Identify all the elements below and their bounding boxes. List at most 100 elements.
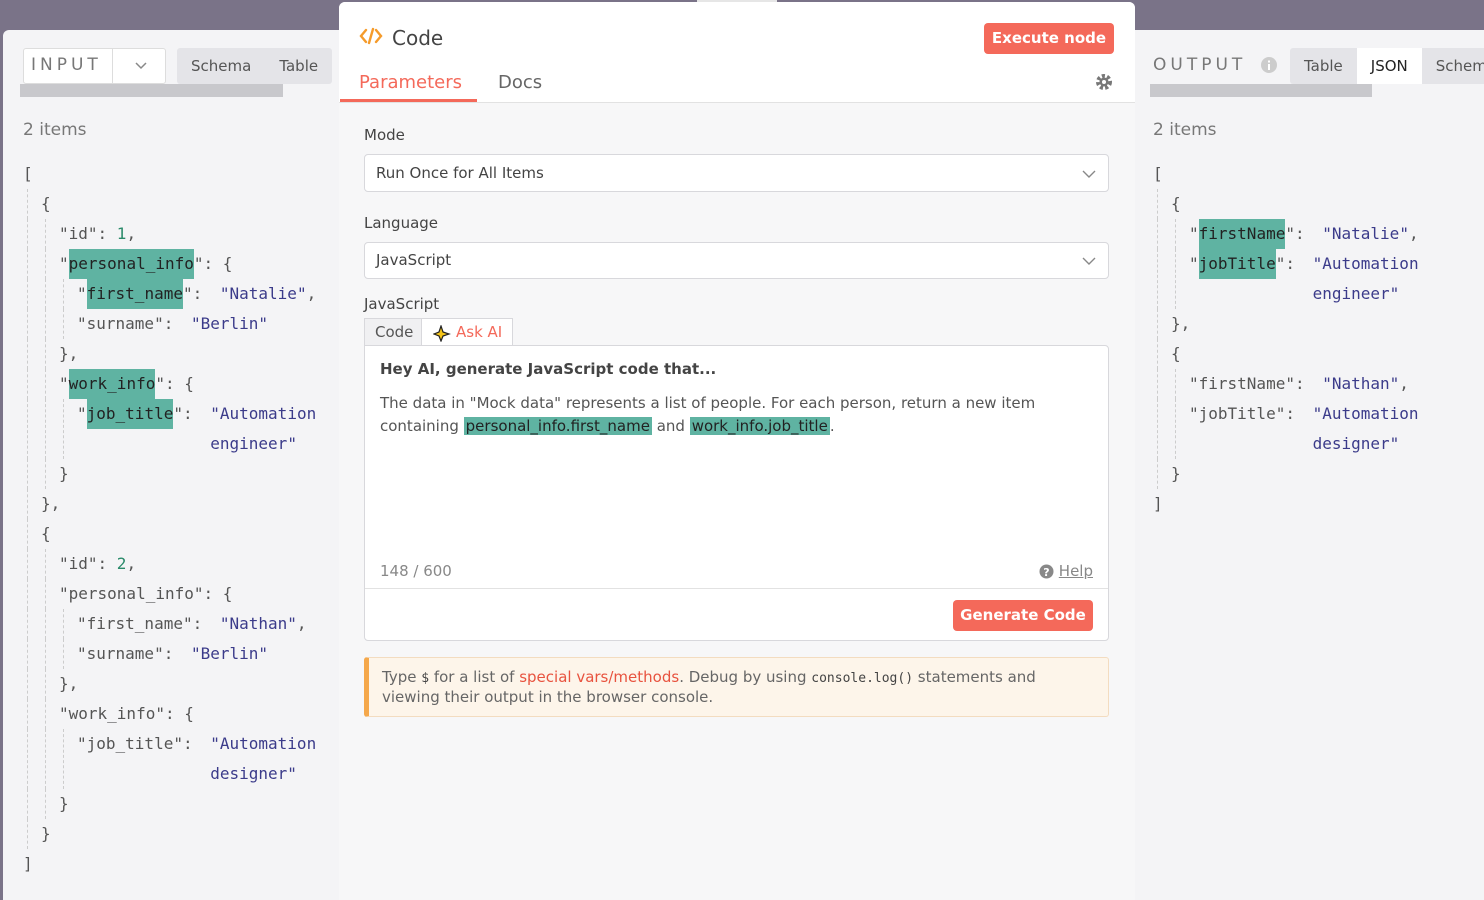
text: "firstName": (1189, 374, 1315, 393)
text: statements and viewing their output in t… (382, 668, 1036, 706)
token: "Natalie" (219, 284, 307, 303)
tab[interactable]: Schema (1435, 57, 1484, 75)
text: "surname": (77, 314, 183, 333)
scrollbar[interactable] (20, 84, 283, 97)
field-label: JavaScript (364, 295, 440, 313)
generate-button[interactable]: Generate Code (953, 600, 1093, 631)
token: "Nathan" (219, 614, 297, 633)
svg-text:?: ? (1043, 566, 1049, 579)
panel-tab[interactable]: Docs (498, 72, 543, 93)
text: } (1171, 464, 1181, 483)
json-line: { (23, 189, 333, 219)
scrollbar[interactable] (1150, 84, 1372, 97)
indent-guide (27, 459, 28, 489)
indent-guide (1175, 369, 1176, 399)
divider (365, 588, 1108, 589)
item-count: 2 items (23, 120, 87, 140)
prompt-text[interactable]: The data in "Mock data" represents a lis… (380, 392, 1080, 438)
field-label: Language (364, 214, 439, 232)
token: "Automation designer" (1312, 404, 1429, 453)
prompt-heading: Hey AI, generate JavaScript code that... (380, 360, 717, 378)
text: "jobTitle": (1189, 404, 1305, 423)
tab[interactable]: Schema (191, 57, 252, 75)
json-line: "job_title": "Automation designer" (23, 729, 333, 789)
text: ": { (155, 374, 194, 393)
drag-handle[interactable] (697, 0, 777, 3)
json-line: "id": 1, (23, 219, 333, 249)
tab-text: Ask AI (456, 323, 503, 341)
json-line: { (23, 519, 333, 549)
token: personal_info (68, 249, 194, 279)
json-line: [ (1153, 159, 1475, 189)
settings-icon[interactable] (1095, 73, 1113, 91)
indent-guide (27, 579, 28, 609)
chevron (135, 62, 147, 70)
text: " (77, 404, 87, 423)
token: jobTitle (1198, 249, 1276, 279)
node-panel: Code Execute node Parameters Docs Mode R… (339, 2, 1135, 900)
editor-tab[interactable]: Code (364, 318, 425, 346)
text: ": (182, 284, 212, 303)
execute-button[interactable]: Execute node (984, 23, 1114, 54)
indent-guide (1157, 399, 1158, 459)
text: { (1171, 344, 1181, 363)
help-link[interactable]: ? Help (1039, 562, 1093, 580)
code-icon (359, 27, 383, 45)
indent-guide (27, 339, 28, 369)
indent-guide (1175, 219, 1176, 249)
json-line: }, (23, 339, 333, 369)
text: , (126, 224, 137, 243)
text: " (1189, 254, 1199, 273)
info-icon[interactable] (1261, 57, 1277, 73)
link[interactable]: special vars/methods (519, 668, 680, 686)
output-label: OUTPUT (1153, 55, 1247, 75)
text: "work_info": { (59, 704, 194, 723)
json-line: "work_info": { (23, 699, 333, 729)
panel-tab[interactable]: Parameters (359, 72, 463, 93)
text: " (77, 284, 87, 303)
json-line: ] (1153, 489, 1475, 519)
indent-guide (27, 729, 28, 789)
tab[interactable]: Table (1304, 57, 1343, 75)
text: ] (1153, 494, 1163, 513)
text: [ (1153, 164, 1163, 183)
indent-guide (27, 609, 28, 639)
tab[interactable]: Table (279, 57, 319, 75)
indent-guide (27, 249, 28, 279)
indent-guide (45, 399, 46, 459)
output-panel: OUTPUT Table JSON Schema 2 items [{"firs… (1134, 30, 1484, 900)
indent-guide (45, 279, 46, 309)
text: }, (59, 344, 79, 363)
text: "surname": (77, 644, 183, 663)
text: , (1408, 224, 1419, 243)
node-title: Code (392, 26, 444, 50)
tab[interactable]: JSON (1356, 48, 1422, 84)
indent-guide (1157, 459, 1158, 489)
text: "id": (59, 224, 117, 243)
token: "Automation engineer" (210, 404, 326, 453)
editor-tab[interactable]: Ask AI (421, 318, 514, 346)
json-line: }, (1153, 309, 1475, 339)
token: "Berlin" (190, 314, 269, 333)
indent-guide (63, 279, 64, 309)
language-select[interactable]: JavaScript (364, 242, 1109, 279)
token: 1 (116, 224, 127, 243)
json-line: { (1153, 339, 1475, 369)
token: console.log() (811, 671, 914, 686)
mode-select[interactable]: Run Once for All Items (364, 154, 1109, 192)
text: , (296, 614, 307, 633)
node-header: Code Execute node Parameters Docs (339, 2, 1135, 103)
json-line: }, (23, 489, 333, 519)
indent-guide (27, 399, 28, 459)
text: , (1399, 374, 1409, 393)
token: first_name (86, 279, 183, 309)
hint-box: Type $ for a list of special vars/method… (364, 657, 1109, 717)
token: "Berlin" (190, 644, 269, 663)
json-line: } (1153, 459, 1475, 489)
json-line: { (1153, 189, 1475, 219)
text: " (59, 254, 69, 273)
json-line: } (23, 459, 333, 489)
input-select[interactable] (23, 48, 166, 84)
token: $ (421, 671, 430, 686)
indent-guide (1157, 189, 1158, 219)
